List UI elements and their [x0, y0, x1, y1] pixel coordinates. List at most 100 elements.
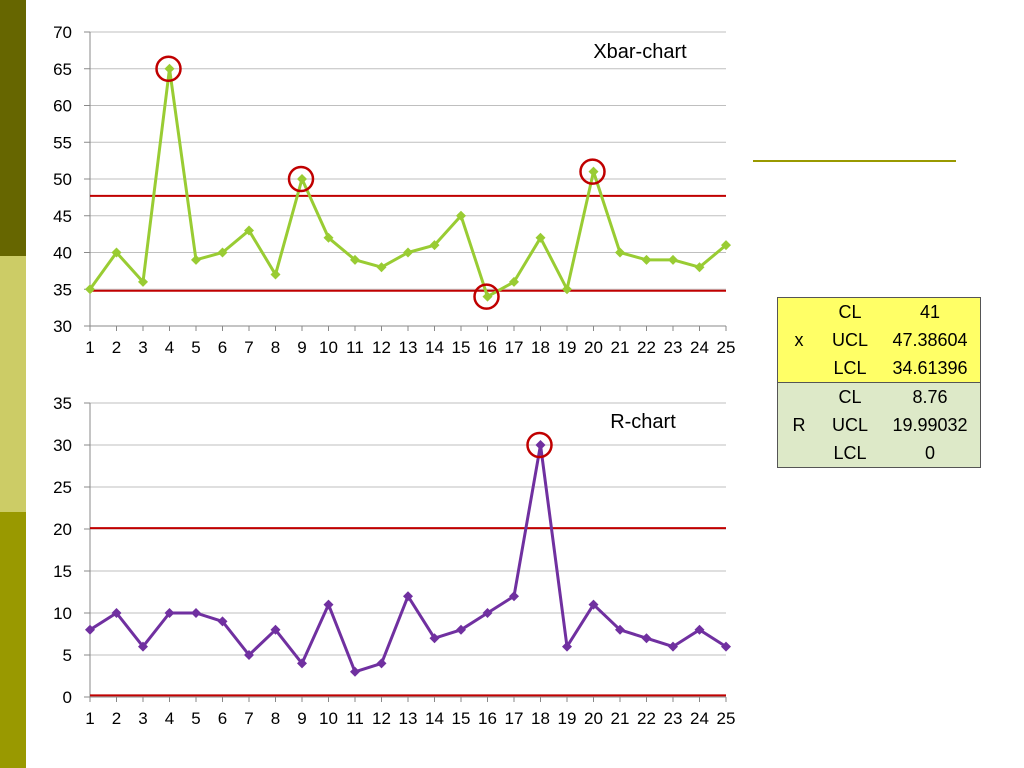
table-label: CL — [820, 382, 880, 411]
table-group-r: R — [777, 382, 820, 468]
table-row: LCL 0 — [778, 439, 981, 468]
xbar-y-tick-label: 65 — [53, 60, 72, 79]
table-value: 0 — [880, 439, 981, 468]
xbar-out-of-control-circle — [287, 165, 315, 193]
xbar-data-point — [403, 247, 413, 258]
xbar-data-point — [297, 174, 307, 184]
table-row: LCL 34.61396 — [778, 354, 981, 383]
xbar-x-tick-label: 5 — [191, 338, 200, 357]
r-x-tick-label: 21 — [611, 709, 630, 728]
r-data-point — [456, 624, 466, 635]
table-group-x: x — [777, 297, 820, 383]
xbar-out-of-control-circle — [473, 283, 500, 310]
r-x-tick-label: 2 — [112, 709, 121, 728]
xbar-x-tick-label: 12 — [372, 338, 391, 357]
r-data-point — [85, 624, 95, 635]
r-x-tick-label: 8 — [271, 709, 280, 728]
table-value: 41 — [880, 297, 981, 326]
xbar-series-line — [88, 67, 727, 299]
r-x-tick-label: 24 — [690, 709, 709, 728]
r-x-tick-label: 20 — [584, 709, 603, 728]
side-stripe-bottom — [0, 512, 26, 768]
xbar-x-tick-label: 16 — [478, 338, 497, 357]
xbar-x-tick-label: 21 — [611, 338, 630, 357]
r-y-tick-label: 5 — [63, 646, 72, 665]
r-x-tick-label: 11 — [346, 709, 364, 728]
xbar-data-point — [429, 240, 440, 251]
xbar-y-tick-label: 45 — [53, 207, 72, 226]
table-row: R CL 8.76 — [777, 382, 981, 468]
xbar-x-tick-label: 7 — [244, 338, 253, 357]
r-data-point — [297, 658, 307, 669]
table-label: LCL — [820, 439, 880, 468]
xbar-x-tick-label: 4 — [165, 338, 174, 357]
xbar-y-tick-label: 50 — [53, 170, 72, 189]
table-label: UCL — [820, 411, 880, 439]
r-x-tick-label: 9 — [297, 709, 306, 728]
xbar-x-tick-label: 10 — [319, 338, 338, 357]
xbar-data-point — [191, 254, 201, 265]
r-x-tick-label: 12 — [372, 709, 391, 728]
xbar-x-tick-label: 22 — [637, 338, 656, 357]
r-x-tick-label: 10 — [319, 709, 338, 728]
xbar-x-tick-label: 13 — [399, 338, 418, 357]
r-chart-title: R-chart — [610, 411, 676, 433]
r-data-point — [588, 599, 599, 610]
r-data-point — [111, 608, 122, 618]
xbar-x-tick-label: 24 — [690, 338, 709, 357]
r-data-point — [482, 608, 493, 618]
xbar-data-point — [244, 225, 254, 236]
r-x-tick-label: 17 — [505, 709, 524, 728]
xbar-out-of-control-circle — [155, 55, 182, 82]
r-data-point — [323, 599, 334, 610]
xbar-y-tick-label: 70 — [53, 23, 72, 42]
xbar-data-point — [694, 262, 705, 273]
xbar-x-tick-label: 19 — [558, 338, 577, 357]
xbar-data-point — [270, 269, 281, 280]
r-data-point — [694, 624, 705, 635]
r-data-point — [535, 440, 546, 450]
xbar-data-point — [641, 254, 652, 265]
r-data-point — [509, 591, 519, 602]
table-label: CL — [820, 297, 880, 326]
r-x-tick-label: 16 — [478, 709, 497, 728]
xbar-data-point — [350, 254, 360, 265]
r-y-tick-label: 30 — [53, 436, 72, 455]
r-data-point — [270, 624, 281, 635]
xbar-data-point — [615, 247, 625, 258]
xbar-y-tick-label: 30 — [53, 317, 72, 336]
r-x-tick-label: 19 — [558, 709, 577, 728]
control-limits-table: x CL 41 UCL 47.38604 LCL 34.61396 R CL 8… — [777, 297, 981, 468]
r-data-point — [164, 608, 175, 618]
r-x-tick-label: 14 — [425, 709, 444, 728]
r-x-tick-label: 25 — [717, 709, 736, 728]
table-row: x CL 41 — [777, 297, 981, 383]
xbar-data-point — [85, 284, 95, 295]
r-data-point — [562, 641, 572, 652]
xbar-data-point — [535, 232, 546, 243]
table-value: 8.76 — [880, 382, 981, 411]
xbar-x-tick-label: 14 — [425, 338, 444, 357]
xbar-data-point — [217, 247, 228, 258]
xbar-out-of-control-circle — [579, 158, 606, 185]
r-x-tick-label: 7 — [244, 709, 253, 728]
xbar-chart-title: Xbar-chart — [593, 41, 687, 63]
r-x-tick-label: 15 — [452, 709, 471, 728]
r-x-tick-label: 23 — [664, 709, 683, 728]
xbar-data-point — [376, 262, 387, 273]
r-data-point — [350, 666, 360, 677]
r-data-point — [429, 633, 440, 644]
r-data-point — [403, 591, 413, 602]
r-data-point — [721, 641, 731, 652]
table-value: 47.38604 — [880, 326, 981, 354]
r-y-tick-label: 10 — [53, 604, 72, 623]
xbar-y-tick-label: 35 — [53, 280, 72, 299]
xbar-x-tick-label: 9 — [297, 338, 306, 357]
table-label: LCL — [820, 354, 880, 383]
decorative-rule — [753, 160, 956, 162]
xbar-data-point — [138, 276, 148, 287]
xbar-y-tick-label: 55 — [53, 133, 72, 152]
r-x-tick-label: 18 — [531, 709, 550, 728]
r-x-tick-label: 22 — [637, 709, 656, 728]
r-x-tick-label: 3 — [138, 709, 147, 728]
